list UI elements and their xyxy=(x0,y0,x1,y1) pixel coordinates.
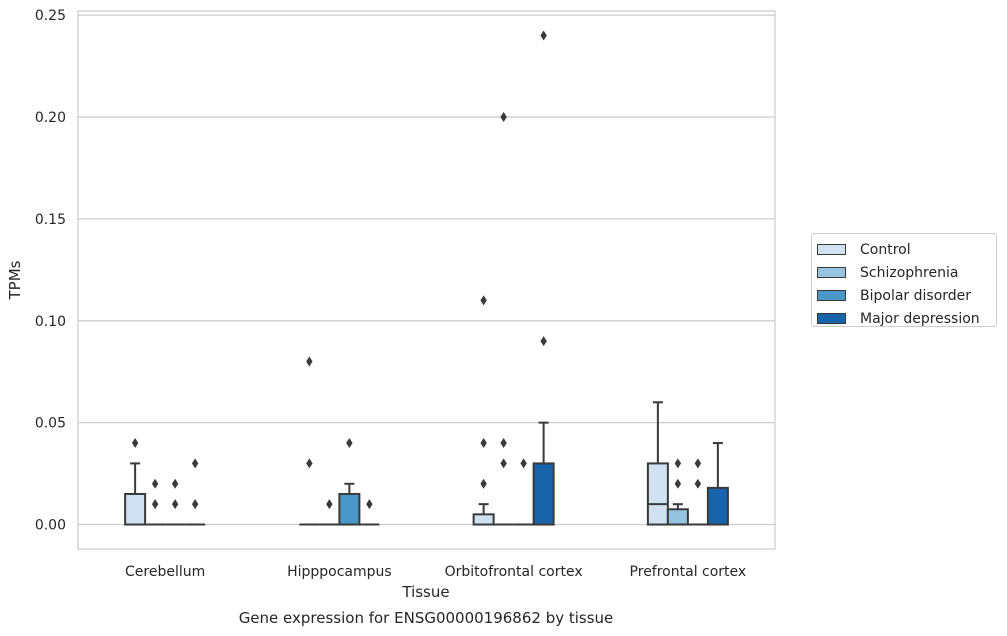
box-body xyxy=(646,462,669,526)
gridlines xyxy=(78,14,775,526)
legend-label-major-depression: Major depression xyxy=(860,310,980,327)
legend-label-control: Control xyxy=(860,241,911,258)
legend-item-control: Control xyxy=(812,238,996,261)
outlier-point xyxy=(366,499,373,510)
box-body xyxy=(666,508,689,526)
outlier-point xyxy=(326,499,333,510)
box-body xyxy=(472,513,495,526)
box-major-depression-prefrontal-cortex xyxy=(706,442,729,526)
x-tick-label: Prefrontal cortex xyxy=(630,564,747,580)
box-body xyxy=(706,486,729,526)
outlier-point xyxy=(674,458,682,469)
y-tick-label: 0.20 xyxy=(35,110,66,126)
outlier-point xyxy=(306,356,313,367)
box-bipolar-disorder-hipppocampus xyxy=(338,482,361,526)
outlier-point xyxy=(520,458,527,469)
outlier-point xyxy=(500,111,507,122)
legend-item-bipolar-disorder: Bipolar disorder xyxy=(812,284,996,307)
x-tick-label: Orbitofrontal cortex xyxy=(445,564,583,580)
box-control-orbitofrontal-cortex xyxy=(472,503,495,526)
y-tick-label: 0.05 xyxy=(35,416,66,432)
box-control-prefrontal-cortex xyxy=(646,401,669,526)
legend-swatch-major-depression xyxy=(817,313,846,324)
y-tick-label: 0.25 xyxy=(35,8,66,24)
y-tick-label: 0.15 xyxy=(35,212,66,228)
legend-label-bipolar-disorder: Bipolar disorder xyxy=(860,287,972,304)
x-tick-label: Hipppocampus xyxy=(287,564,392,580)
box-body xyxy=(124,492,147,526)
x-axis-ticks: Cerebellum Hipppocampus Orbitofrontal cort… xyxy=(125,564,746,580)
y-axis-ticks: 0.00 0.05 0.10 0.15 0.20 0.25 xyxy=(35,8,66,533)
box-control-cerebellum xyxy=(124,462,147,526)
legend-swatch-schizophrenia xyxy=(817,267,846,278)
legend-item-schizophrenia: Schizophrenia xyxy=(812,261,996,284)
outlier-point xyxy=(540,30,547,41)
box-body xyxy=(338,492,361,526)
outlier-point xyxy=(151,499,159,510)
y-tick-label: 0.00 xyxy=(35,518,66,534)
legend-swatch-bipolar-disorder xyxy=(817,290,846,301)
legend-swatch-control xyxy=(817,244,846,255)
x-axis-label: Tissue xyxy=(401,583,449,601)
outlier-point xyxy=(171,499,179,510)
box-body xyxy=(532,462,555,526)
y-axis-label: TPMs xyxy=(6,260,24,300)
y-tick-label: 0.10 xyxy=(35,314,66,330)
outlier-point xyxy=(480,478,487,489)
outlier-point xyxy=(674,478,682,489)
legend-item-major-depression: Major depression xyxy=(812,307,996,330)
legend: Control Schizophrenia Bipolar disorder M… xyxy=(811,233,997,327)
outlier-point xyxy=(306,458,313,469)
plot-frame xyxy=(77,10,776,550)
x-tick-label: Cerebellum xyxy=(125,564,205,580)
outlier-point xyxy=(480,295,487,306)
outlier-point xyxy=(151,478,159,489)
outlier-point xyxy=(131,438,139,449)
outlier-point xyxy=(540,336,547,347)
box-schizophrenia-prefrontal-cortex xyxy=(666,503,689,526)
outlier-point xyxy=(171,478,179,489)
boxes xyxy=(124,401,729,526)
outlier-point xyxy=(500,458,507,469)
outlier-point xyxy=(191,499,199,510)
outlier-point xyxy=(500,438,507,449)
outlier-point xyxy=(191,458,199,469)
box-major-depression-orbitofrontal-cortex xyxy=(532,421,555,526)
outlier-point xyxy=(694,458,702,469)
legend-label-schizophrenia: Schizophrenia xyxy=(860,264,959,281)
outliers xyxy=(131,30,702,510)
chart-caption: Gene expression for ENSG00000196862 by t… xyxy=(239,609,614,627)
outlier-point xyxy=(694,478,702,489)
outlier-point xyxy=(346,438,353,449)
outlier-point xyxy=(480,438,487,449)
